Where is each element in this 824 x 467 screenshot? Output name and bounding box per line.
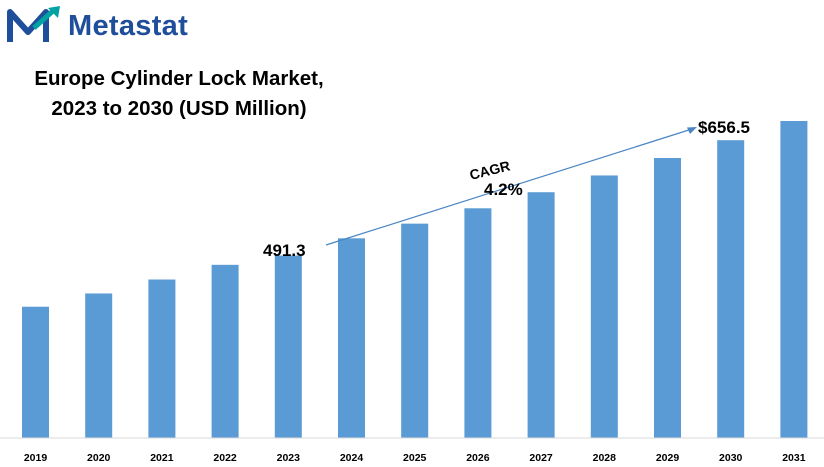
x-tick-label-2020: 2020 — [87, 452, 111, 464]
x-tick-label-2028: 2028 — [593, 452, 617, 464]
bar-2026 — [464, 208, 492, 438]
x-tick-label-2025: 2025 — [403, 452, 427, 464]
bar-2028 — [590, 175, 618, 438]
x-tick-label-2023: 2023 — [277, 452, 301, 464]
bar-2024 — [338, 238, 365, 438]
cagr-arrowhead — [687, 127, 697, 134]
bar-2031 — [780, 121, 808, 438]
bars-group — [22, 121, 808, 439]
x-tick-label-2031: 2031 — [782, 452, 806, 464]
bar-2029 — [654, 158, 681, 439]
chart-title: Europe Cylinder Lock Market, 2023 to 203… — [14, 64, 344, 124]
bar-2027 — [527, 192, 555, 438]
cagr-value-label: 4.2% — [484, 180, 523, 199]
x-tick-label-2029: 2029 — [656, 452, 680, 464]
chart-title-line-1: Europe Cylinder Lock Market, — [34, 67, 324, 90]
bar-2030 — [717, 140, 745, 438]
bar-2020 — [85, 293, 113, 438]
x-tick-label-2026: 2026 — [466, 452, 490, 464]
x-tick-label-2024: 2024 — [340, 452, 364, 464]
bar-2019 — [22, 306, 49, 438]
metastat-logo-icon — [7, 6, 60, 42]
brand-logo: Metastat — [6, 6, 188, 46]
chart-title-line-2: 2023 to 2030 (USD Million) — [51, 97, 307, 120]
end-value-label: $656.5 — [698, 118, 750, 137]
x-tick-label-2022: 2022 — [213, 452, 237, 464]
cagr-arrow — [325, 128, 693, 246]
x-tick-label-2019: 2019 — [24, 452, 48, 464]
x-tick-label-2030: 2030 — [719, 452, 743, 464]
bar-2022 — [211, 264, 239, 438]
x-axis-ticks: 2019 2020 2021 2022 2023 2024 2025 2026 2027 2028… — [24, 452, 806, 464]
bar-2025 — [401, 223, 429, 438]
bar-2023 — [274, 255, 302, 438]
brand-name: Metastat — [68, 9, 189, 42]
bar-2021 — [148, 279, 176, 438]
start-value-label: 491.3 — [263, 241, 306, 260]
x-tick-label-2027: 2027 — [529, 452, 553, 464]
x-tick-label-2021: 2021 — [150, 452, 174, 464]
